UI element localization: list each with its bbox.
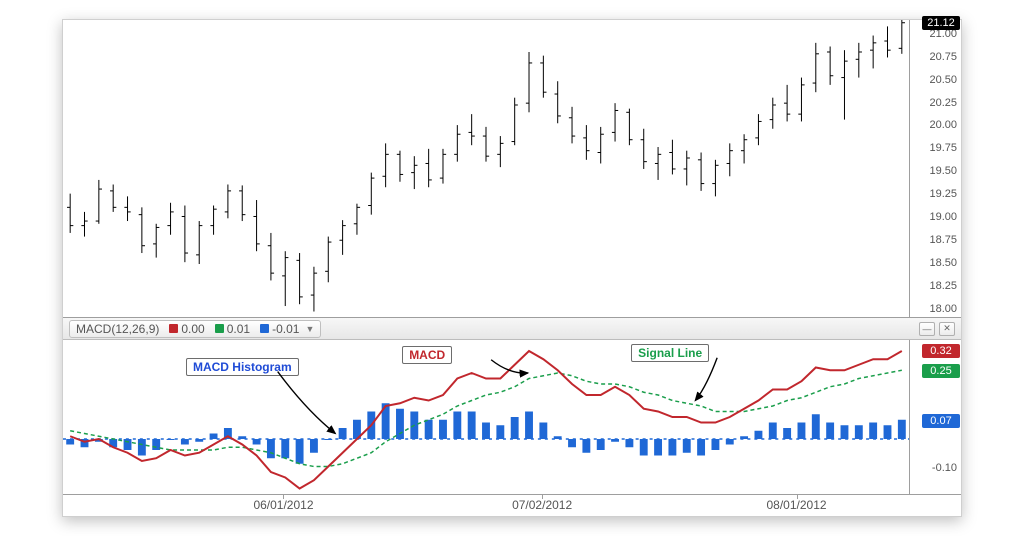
macd-plot[interactable]: MACD Histogram MACD Signal Line [63, 340, 909, 494]
price-ytick: 19.50 [929, 165, 957, 177]
price-panel: 18.00 18.25 18.50 18.75 19.00 19.25 19.50 19.75… [63, 20, 961, 318]
macd-value-green: 0.01 [215, 322, 250, 336]
xaxis: 06/01/2012 07/02/2012 08/01/2012 [63, 494, 961, 516]
price-ytick: 19.25 [929, 188, 957, 200]
close-icon[interactable]: ✕ [939, 322, 955, 336]
chart-frame: 18.00 18.25 18.50 18.75 19.00 19.25 19.50 19.75… [62, 19, 962, 517]
callout-label: Signal Line [631, 344, 709, 362]
macd-panel: MACD Histogram MACD Signal Line -0.10 0.32 0… [63, 340, 961, 494]
indicator-toolbar: MACD(12,26,9) 0.00 0.01 -0.01 ▼ — ✕ [63, 318, 961, 340]
price-ytick: 19.00 [929, 211, 957, 223]
indicator-label: MACD(12,26,9) [76, 322, 159, 336]
price-ytick: 20.75 [929, 51, 957, 63]
macd-value-badge: 0.25 [922, 364, 960, 378]
chevron-down-icon: ▼ [305, 324, 314, 334]
price-ytick: 20.00 [929, 119, 957, 131]
callout-label: MACD [402, 346, 452, 364]
macd-ytick: -0.10 [932, 462, 957, 474]
minimize-icon[interactable]: — [919, 322, 935, 336]
macd-value-badge: 0.07 [922, 414, 960, 428]
macd-value-red: 0.00 [169, 322, 204, 336]
xaxis-label: 06/01/2012 [253, 498, 313, 512]
price-ytick: 20.25 [929, 97, 957, 109]
price-ytick: 18.25 [929, 280, 957, 292]
last-price-badge: 21.12 [922, 16, 960, 30]
price-ytick: 19.75 [929, 142, 957, 154]
price-ytick: 18.50 [929, 257, 957, 269]
price-ytick: 20.50 [929, 74, 957, 86]
xaxis-label: 08/01/2012 [766, 498, 826, 512]
price-yaxis: 18.00 18.25 18.50 18.75 19.00 19.25 19.50 19.75… [909, 20, 961, 317]
price-plot[interactable] [63, 20, 909, 317]
callout-label: MACD Histogram [186, 358, 299, 376]
xaxis-label: 07/02/2012 [512, 498, 572, 512]
price-ytick: 18.00 [929, 303, 957, 315]
macd-yaxis: -0.10 0.32 0.25 0.07 [909, 340, 961, 494]
macd-settings-pill[interactable]: MACD(12,26,9) 0.00 0.01 -0.01 ▼ [69, 320, 321, 338]
macd-value-badge: 0.32 [922, 344, 960, 358]
macd-value-blue: -0.01 [260, 322, 299, 336]
price-ytick: 18.75 [929, 234, 957, 246]
